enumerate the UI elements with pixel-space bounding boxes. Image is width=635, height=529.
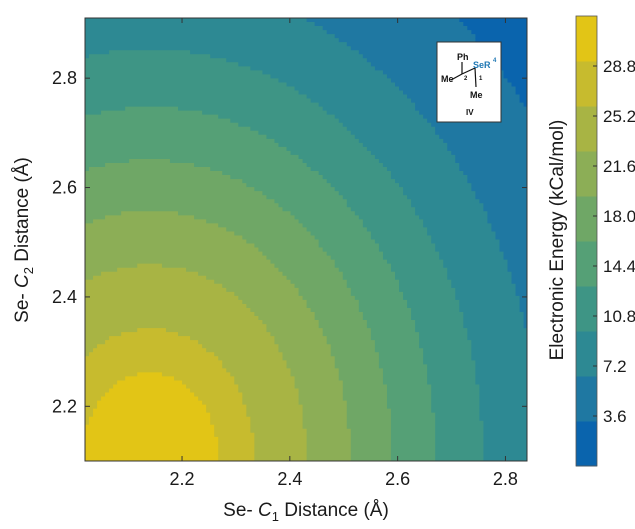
colorbar-title: Electronic Energy (kCal/mol) bbox=[547, 120, 568, 361]
colorbar-tick-label: 10.8 bbox=[603, 307, 635, 326]
colorbar-tick-label: 14.4 bbox=[603, 257, 635, 276]
colorbar-segment bbox=[576, 421, 597, 467]
contour-band-5 bbox=[85, 158, 391, 461]
colorbar-tick-label: 18.0 bbox=[603, 207, 635, 226]
x-tick-label: 2.4 bbox=[277, 469, 302, 489]
contour-band-4 bbox=[85, 106, 436, 461]
x-tick-label: 2.2 bbox=[170, 469, 195, 489]
colorbar-segment bbox=[576, 151, 597, 197]
y-tick-label: 2.2 bbox=[52, 396, 77, 416]
colorbar-tick-label: 3.6 bbox=[603, 407, 627, 426]
contour-band-path bbox=[85, 328, 255, 461]
contour-band-path bbox=[85, 372, 219, 461]
colorbar-segment bbox=[576, 241, 597, 287]
contour-band-8 bbox=[85, 328, 255, 461]
x-axis-title: Se- C1 Distance (Å) bbox=[223, 500, 389, 524]
colorbar-segment bbox=[576, 286, 597, 332]
bond-line bbox=[450, 73, 463, 81]
contour-band-7 bbox=[85, 263, 307, 461]
colorbar-segment bbox=[576, 61, 597, 107]
contour-band-path bbox=[85, 50, 484, 461]
contour-band-9 bbox=[85, 372, 219, 461]
structure-inset: Ph SeR 4 Me 2 1 Me IV bbox=[436, 41, 502, 123]
colorbar-tick-label: 28.8 bbox=[603, 57, 635, 76]
contour-band-path bbox=[85, 18, 527, 461]
inset-label-c1: 1 bbox=[479, 76, 483, 82]
colorbar-segment bbox=[576, 376, 597, 422]
inset-label-ser: SeR bbox=[473, 60, 491, 70]
contour-band-3 bbox=[85, 50, 484, 461]
x-tick-label: 2.8 bbox=[493, 469, 518, 489]
colorbar-tick-label: 25.2 bbox=[603, 107, 635, 126]
contour-band-path bbox=[85, 263, 307, 461]
colorbar-segment bbox=[576, 106, 597, 152]
y-axis-ticks: 2.2 2.4 2.6 2.8 bbox=[52, 68, 527, 416]
y-tick-label: 2.8 bbox=[52, 68, 77, 88]
bond-line bbox=[474, 67, 477, 88]
colorbar-segment bbox=[576, 16, 597, 62]
inset-label-me-left: Me bbox=[441, 74, 454, 84]
plot-frame bbox=[84, 17, 528, 462]
y-axis-title: Se- C2 Distance (Å) bbox=[12, 157, 36, 323]
y-tick-label: 2.6 bbox=[52, 178, 77, 198]
x-tick-label: 2.6 bbox=[385, 469, 410, 489]
bond-line bbox=[461, 67, 476, 75]
inset-label-iv: IV bbox=[466, 108, 474, 117]
inset-label-ph: Ph bbox=[457, 52, 469, 62]
colorbar-segment bbox=[576, 331, 597, 377]
contour-band-6 bbox=[85, 211, 351, 461]
colorbar: 3.6 7.2 10.8 14.4 18.0 21.6 25.2 28.8 bbox=[575, 15, 635, 467]
contour-band-path bbox=[85, 211, 351, 461]
colorbar-tick-label: 21.6 bbox=[603, 157, 635, 176]
colorbar-segment bbox=[576, 196, 597, 242]
contour-band-path bbox=[85, 158, 391, 461]
y-tick-label: 2.4 bbox=[52, 287, 77, 307]
x-axis-ticks: 2.2 2.4 2.6 2.8 bbox=[170, 18, 518, 489]
colorbar-frame bbox=[575, 15, 598, 467]
inset-label-c2: 2 bbox=[464, 76, 468, 82]
inset-box bbox=[436, 41, 502, 123]
colorbar-tick-label: 7.2 bbox=[603, 357, 627, 376]
contour-band-path bbox=[85, 106, 436, 461]
inset-label-me-bottom: Me bbox=[470, 90, 483, 100]
inset-label-superscript: 4 bbox=[493, 58, 497, 64]
contour-band-2 bbox=[85, 18, 527, 461]
